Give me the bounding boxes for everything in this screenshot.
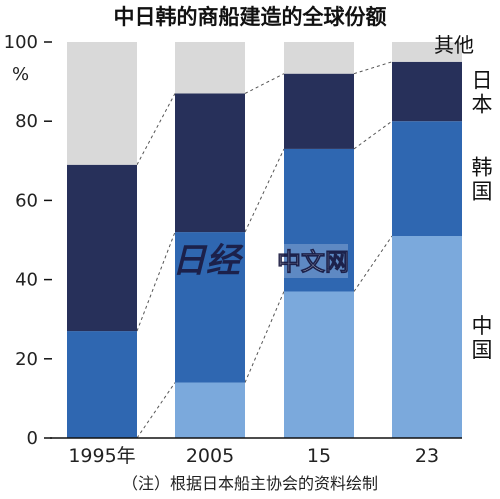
watermark-logo: 日经 bbox=[172, 241, 244, 281]
bar-segment bbox=[392, 42, 462, 62]
x-axis-ticks: 1995年 2005 15 23 bbox=[68, 445, 439, 467]
y-axis-ticks: 0 20 40 60 80 100 bbox=[4, 32, 52, 449]
y-tick-label: 20 bbox=[15, 349, 38, 370]
bar-segment bbox=[392, 236, 462, 438]
connector-lines bbox=[136, 61, 393, 439]
y-tick-label: 0 bbox=[27, 428, 38, 449]
watermark-box bbox=[278, 244, 348, 278]
connector-line bbox=[136, 382, 176, 439]
bar-segment bbox=[175, 42, 245, 94]
bar-segment bbox=[67, 164, 137, 332]
bar-segment bbox=[175, 93, 245, 233]
bars bbox=[67, 42, 462, 438]
connector-line bbox=[136, 231, 176, 332]
connector-line bbox=[244, 291, 285, 383]
bar-segment bbox=[284, 148, 354, 292]
y-tick-label: 40 bbox=[15, 270, 38, 291]
y-unit-label: % bbox=[12, 64, 29, 85]
connector-line bbox=[353, 61, 393, 75]
series-label-char: 国 bbox=[472, 180, 493, 204]
connector-line bbox=[244, 73, 285, 94]
series-label-char: 本 bbox=[472, 93, 493, 117]
x-tick-label: 23 bbox=[415, 445, 439, 467]
x-tick-label: 15 bbox=[307, 445, 331, 467]
x-tick-label: 2005 bbox=[186, 445, 234, 467]
connector-line bbox=[353, 120, 393, 150]
bar-segment bbox=[175, 232, 245, 383]
bar-segment bbox=[284, 42, 354, 74]
source-note: （注）根据日本船主协会的资料绘制 bbox=[122, 474, 378, 493]
series-label-char: 韩 bbox=[472, 156, 493, 180]
y-tick-label: 100 bbox=[4, 32, 38, 53]
watermark-text: 中文网 bbox=[277, 248, 349, 276]
bar-segment bbox=[284, 73, 354, 149]
bar-segment bbox=[392, 121, 462, 237]
series-label-char: 国 bbox=[472, 338, 493, 362]
y-tick-label: 80 bbox=[15, 111, 38, 132]
bar-segment bbox=[284, 291, 354, 438]
x-tick-label: 1995年 bbox=[68, 445, 135, 467]
connector-line bbox=[136, 93, 176, 165]
y-tick-label: 60 bbox=[15, 190, 38, 211]
bar-segment bbox=[175, 382, 245, 438]
series-label-char: 日 bbox=[472, 69, 493, 93]
watermark: 日经 中文网 bbox=[172, 241, 349, 281]
bar-segment bbox=[67, 331, 137, 438]
connector-line bbox=[353, 235, 393, 292]
series-label-char: 中 bbox=[472, 314, 493, 338]
bar-segment bbox=[392, 61, 462, 122]
chart-title: 中日韩的商船建造的全球份额 bbox=[114, 5, 387, 29]
series-label: 其他 bbox=[434, 33, 474, 57]
bar-segment bbox=[67, 42, 137, 165]
connector-line bbox=[244, 148, 285, 233]
